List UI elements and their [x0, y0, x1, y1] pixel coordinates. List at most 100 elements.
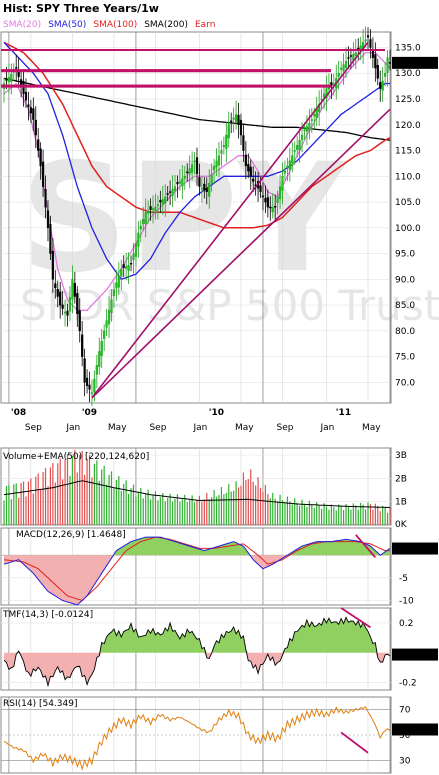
candle-body [298, 140, 301, 151]
x-tick-label: May [235, 423, 254, 433]
candle-body [127, 264, 130, 272]
tmf-last-box [392, 648, 438, 661]
candle-body [46, 210, 50, 229]
candle-body [68, 297, 72, 312]
candle-body [129, 263, 133, 265]
volume-bar [252, 481, 254, 525]
x-tick-label: Sep [277, 423, 294, 433]
sma100-line [3, 41, 391, 229]
volume-bar [303, 503, 306, 525]
candle-body [171, 188, 174, 196]
candle-body [166, 193, 169, 195]
candle-body [105, 320, 108, 328]
volume-bar [10, 499, 12, 525]
candle-body [27, 104, 30, 107]
candle-body [49, 224, 52, 254]
candle-body [281, 176, 284, 191]
volume-bar [316, 502, 318, 525]
candle-body [217, 155, 221, 166]
price-tick-label: 130.0 [395, 69, 421, 79]
volume-bar [142, 498, 144, 525]
volume-bar [255, 485, 257, 525]
volume-bar [257, 477, 259, 525]
tmf-title: TMF(14,3) [-0.0124] [2, 610, 93, 620]
volume-bar [333, 507, 335, 525]
candle-body [59, 291, 62, 306]
candle-body [364, 39, 367, 42]
candle-body [371, 50, 374, 58]
volume-bar [115, 479, 117, 525]
volume-bar [350, 509, 352, 525]
price-tick-label: 90.0 [395, 275, 415, 285]
volume-bar [35, 476, 37, 525]
candle-body [305, 126, 309, 132]
channel-line [91, 108, 391, 399]
volume-bar [386, 512, 389, 525]
macd-positive-area [4, 537, 390, 556]
volume-bar [274, 498, 276, 525]
price-tick-label: 70.0 [395, 378, 415, 388]
volume-bar [164, 501, 166, 525]
volume-bar [384, 507, 386, 525]
candle-body [379, 82, 382, 89]
candle-body [29, 107, 32, 114]
volume-bar [203, 499, 205, 525]
candle-body [213, 165, 216, 171]
rsi-arrow [340, 731, 369, 754]
volume-bar [360, 502, 362, 525]
volume-bar [377, 505, 379, 525]
volume-tick-label: 1B [395, 498, 407, 508]
candle-body [176, 181, 179, 185]
price-tick-label: 115.0 [395, 147, 421, 157]
x-tick-label: May [108, 423, 127, 433]
volume-bar [98, 480, 100, 525]
volume-bar [242, 472, 245, 525]
legend-item: SMA(200) [144, 20, 188, 30]
volume-bar [123, 483, 125, 525]
candle-body [139, 225, 142, 230]
candle-body [51, 250, 54, 280]
candle-body [122, 264, 125, 268]
candle-body [183, 176, 186, 179]
volume-bar [93, 463, 95, 525]
candle-body [78, 310, 81, 332]
candle-body [288, 160, 291, 171]
volume-bar [186, 501, 188, 525]
candle-body [181, 178, 184, 187]
volume-bar [230, 491, 232, 525]
tmf-arrow [340, 607, 371, 629]
candle-body [195, 157, 199, 174]
volume-bar [291, 504, 293, 525]
volume-bar [88, 455, 91, 525]
candle-body [117, 275, 120, 288]
volume-bar [49, 467, 52, 525]
candle-body [110, 299, 113, 314]
candle-body [342, 64, 345, 72]
volume-bar [262, 491, 264, 525]
volume-bar [211, 497, 213, 525]
candle-body [349, 55, 353, 57]
tmf-positive-area [4, 617, 390, 653]
volume-bar [308, 500, 310, 525]
candle-body [225, 134, 228, 149]
rsi-last-label: 54.349 [395, 726, 430, 736]
volume-bar [147, 489, 149, 525]
candle-body [232, 117, 235, 120]
candle-body [198, 177, 201, 187]
volume-bar [330, 504, 332, 525]
candle-body [308, 122, 311, 131]
volume-bar [342, 510, 345, 525]
candle-body [85, 377, 89, 387]
volume-bar [3, 500, 5, 525]
candle-body [37, 139, 40, 151]
volume-bar [40, 489, 42, 525]
volume-bar [47, 486, 49, 525]
volume-bar [132, 484, 135, 525]
candle-body [227, 124, 230, 139]
candle-body [208, 182, 211, 197]
volume-bar [149, 499, 152, 525]
volume-bar [345, 503, 347, 525]
candle-body [381, 80, 384, 91]
rsi-tick-label: 50 [399, 731, 411, 741]
candle-body [147, 210, 150, 214]
